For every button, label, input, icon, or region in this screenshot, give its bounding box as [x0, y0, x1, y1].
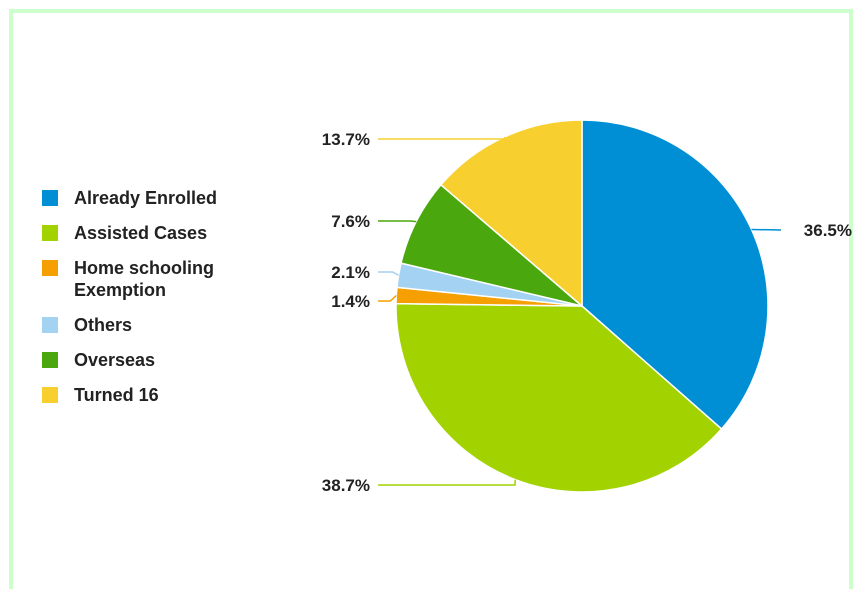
legend-item-turned-16: Turned 16: [42, 384, 282, 406]
legend-label: Turned 16: [74, 385, 159, 405]
legend-swatch: [42, 352, 58, 368]
legend-label: Home schooling Exemption: [74, 258, 215, 300]
leader-line-already-enrolled: [751, 228, 782, 231]
leader-line-overseas: [378, 220, 417, 223]
data-label-turned-16: 13.7%: [322, 130, 370, 149]
leader-line-others: [378, 271, 399, 276]
legend-swatch: [42, 317, 58, 333]
legend-item-others: Others: [42, 314, 282, 336]
legend-label: Already Enrolled: [74, 188, 218, 208]
data-label-already-enrolled: 36.5%: [804, 221, 852, 240]
legend-label: Overseas: [74, 350, 156, 370]
legend-swatch: [42, 190, 58, 206]
leader-line-assisted-cases: [378, 479, 516, 486]
legend-item-home-schooling-exemption: Home schooling Exemption: [42, 257, 282, 301]
legend-label: Others: [74, 315, 133, 335]
leader-line-home-schooling-exemption: [378, 294, 397, 302]
legend: Already Enrolled Assisted Cases Home sch…: [42, 187, 282, 419]
data-label-home-schooling-exemption: 1.4%: [331, 292, 370, 311]
legend-swatch: [42, 260, 58, 276]
legend-label: Assisted Cases: [74, 223, 208, 243]
data-label-others: 2.1%: [331, 263, 370, 282]
legend-item-overseas: Overseas: [42, 349, 282, 371]
leader-line-turned-16: [378, 136, 507, 140]
legend-swatch: [42, 387, 58, 403]
legend-item-already-enrolled: Already Enrolled: [42, 187, 282, 209]
pie-slice-assisted-cases: [395, 302, 723, 493]
data-label-overseas: 7.6%: [331, 212, 370, 231]
legend-item-assisted-cases: Assisted Cases: [42, 222, 282, 244]
legend-swatch: [42, 225, 58, 241]
data-label-assisted-cases: 38.7%: [322, 476, 370, 495]
